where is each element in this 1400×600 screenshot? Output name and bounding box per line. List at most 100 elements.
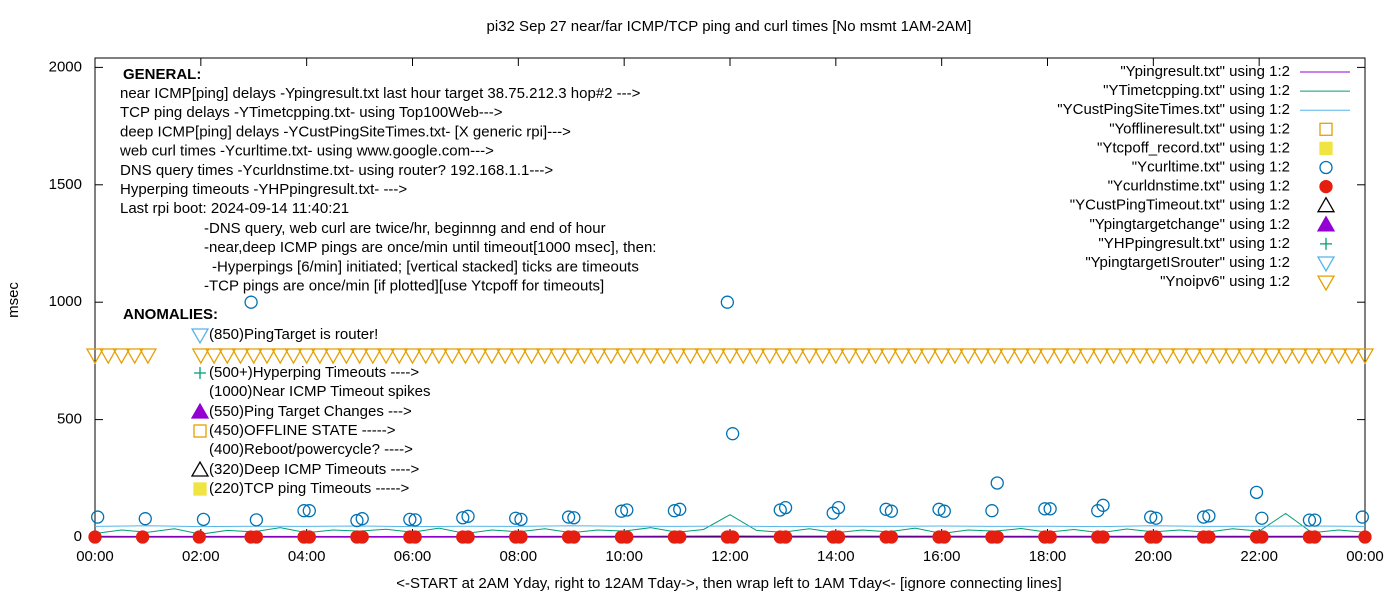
legend-swatch (1319, 122, 1333, 136)
legend-label: "Ypingresult.txt" using 1:2 (1120, 63, 1290, 80)
legend-label: "YCustPingTimeout.txt" using 1:2 (1070, 197, 1290, 214)
data-point (601, 348, 621, 365)
data-point (839, 348, 859, 365)
data-point (99, 348, 118, 365)
annotation-line: web curl times -Ycurltime.txt- using www… (119, 143, 494, 160)
data-point (884, 530, 899, 544)
data-point (231, 348, 250, 365)
data-point (469, 348, 488, 365)
data-point (535, 348, 554, 365)
legend-swatch (1319, 141, 1333, 156)
data-point (196, 512, 211, 527)
data-point (1078, 348, 1097, 365)
data-point (990, 530, 1004, 544)
legend-label: "Ypingtargetchange" using 1:2 (1089, 216, 1290, 233)
data-point (972, 348, 991, 365)
data-point (1043, 530, 1057, 544)
data-point (355, 512, 369, 526)
data-point (1170, 348, 1189, 365)
data-point (1091, 348, 1110, 365)
data-point (408, 530, 422, 544)
annotation-line: (220)TCP ping Timeouts -----> (209, 480, 409, 497)
legend-label: "YCustPingSiteTimes.txt" using 1:2 (1057, 101, 1290, 118)
data-point (866, 348, 885, 365)
data-point (461, 530, 475, 544)
data-point (1308, 513, 1322, 527)
annotation-icon (193, 482, 207, 496)
data-point (297, 504, 311, 518)
annotation-note: -Hyperpings [6/min] initiated; [vertical… (212, 258, 639, 275)
annotation-line: near ICMP[ping] delays -Ypingresult.txt … (120, 85, 641, 102)
data-point (778, 500, 793, 515)
data-point (495, 348, 515, 365)
data-point (1355, 348, 1375, 365)
annotation-line: Last rpi boot: 2024-09-14 11:40:21 (120, 200, 349, 217)
annotation-icon (190, 328, 210, 345)
series-line (94, 525, 1366, 528)
legend-swatch (1319, 179, 1333, 194)
data-point (667, 504, 682, 518)
data-point (826, 348, 845, 365)
annotation-line: (1000)Near ICMP Timeout spikes (209, 383, 430, 400)
data-point (1358, 530, 1372, 544)
data-point (138, 512, 152, 526)
data-point (1210, 348, 1229, 365)
annotation-heading: GENERAL: (123, 66, 201, 83)
data-point (562, 348, 581, 365)
data-point (1255, 511, 1269, 525)
x-tick-label: 12:00 (711, 548, 749, 565)
data-point (1223, 348, 1242, 365)
data-point (1202, 509, 1216, 523)
data-point (204, 348, 224, 365)
data-point (90, 510, 105, 524)
data-point (192, 530, 206, 544)
data-point (998, 348, 1017, 365)
data-point (461, 509, 475, 523)
annotation-line: (550)Ping Target Changes ---> (209, 403, 412, 420)
data-point (620, 530, 634, 544)
data-point (456, 511, 470, 525)
data-point (522, 348, 541, 365)
data-point (1144, 510, 1158, 524)
data-point (1144, 348, 1163, 365)
data-point (310, 348, 330, 365)
data-point (403, 512, 417, 527)
data-point (443, 348, 462, 365)
data-point (990, 476, 1004, 490)
data-point (985, 504, 999, 518)
legend-label: "Ytcpoff_record.txt" using 1:2 (1097, 139, 1290, 156)
annotation-line: (400)Reboot/powercycle? ----> (209, 441, 413, 458)
data-point (620, 503, 634, 517)
x-tick-label: 16:00 (923, 548, 961, 565)
data-point (831, 500, 846, 515)
data-point (725, 530, 740, 544)
data-point (884, 504, 899, 518)
data-point (778, 530, 793, 544)
data-point (567, 530, 581, 544)
data-point (641, 348, 660, 365)
data-point (747, 348, 766, 365)
annotation-line: (500+)Hyperping Timeouts ----> (209, 364, 419, 381)
data-point (1250, 348, 1269, 365)
legend-swatch (1316, 215, 1336, 232)
data-point (363, 348, 382, 365)
data-point (720, 348, 740, 365)
legend-swatch (1316, 275, 1336, 292)
x-tick-label: 06:00 (394, 548, 432, 565)
x-tick-label: 02:00 (182, 548, 220, 565)
data-point (1255, 530, 1269, 544)
data-point (218, 348, 237, 365)
annotation-heading: ANOMALIES: (123, 306, 218, 323)
y-tick-label: 500 (57, 411, 82, 428)
data-point (673, 530, 687, 544)
annotation-line: TCP ping delays -YTimetcpping.txt- using… (120, 104, 503, 121)
data-point (88, 530, 102, 544)
legend-swatch (1320, 237, 1332, 250)
data-point (416, 348, 435, 365)
data-point (707, 348, 726, 365)
legend-label: "Ycurltime.txt" using 1:2 (1132, 158, 1290, 175)
annotation-note: -near,deep ICMP pings are once/min until… (204, 239, 656, 256)
data-point (614, 504, 629, 518)
annotation-note: -DNS query, web curl are twice/hr, begin… (204, 220, 606, 237)
x-tick-label: 22:00 (1240, 548, 1278, 565)
